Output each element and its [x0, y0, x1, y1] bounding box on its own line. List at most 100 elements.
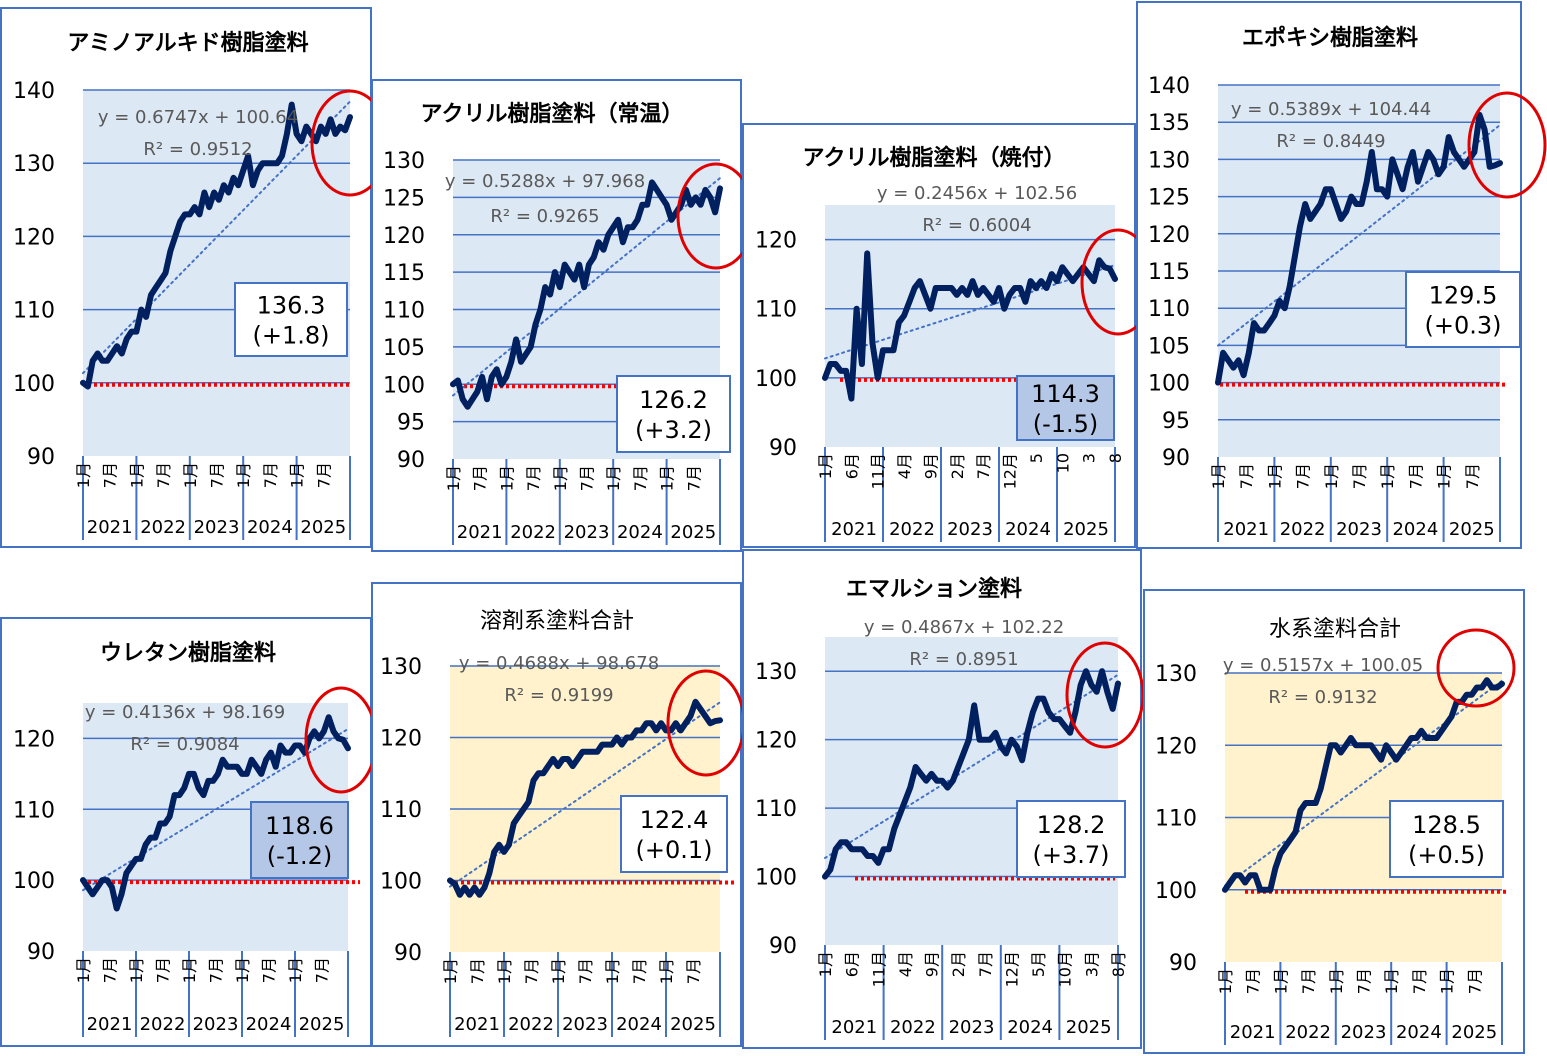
chart-panel-5: 90 100 110 120 2021 2022 2023 2024 2025 1月 7月 1月 7月 1…	[0, 617, 378, 1047]
change-value: (+0.1)	[635, 836, 712, 864]
trend-equation: y = 0.4867x + 102.22	[864, 617, 1064, 638]
year-label: 2023	[562, 1014, 608, 1035]
y-tick-label: 90	[1169, 951, 1197, 976]
year-label: 2021	[831, 519, 877, 540]
year-label: 2023	[949, 1017, 995, 1038]
month-label: 3月	[1082, 951, 1101, 977]
month-label: 7月	[154, 957, 173, 983]
month-label: 11月	[869, 951, 888, 987]
month-label: 7月	[976, 951, 995, 977]
y-tick-label: 90	[394, 941, 422, 966]
month-label: 1月	[180, 957, 199, 983]
y-tick-label: 130	[1155, 662, 1197, 687]
month-label: 7月	[1355, 968, 1374, 994]
series-line	[822, 250, 1118, 402]
y-tick-label: 130	[383, 149, 425, 174]
year-label: 2022	[889, 519, 935, 540]
year-label: 2021	[87, 517, 133, 538]
series-line	[1222, 677, 1505, 893]
r-squared: R² = 0.6004	[922, 215, 1031, 236]
year-label: 2025	[1449, 519, 1495, 540]
trendline	[1217, 124, 1501, 347]
month-label: 1月	[181, 462, 200, 488]
year-label: 2024	[1392, 519, 1438, 540]
value-box	[250, 801, 349, 879]
month-label: 7月	[313, 957, 332, 983]
month-label: 1月	[1378, 463, 1397, 489]
month-label: 12月	[1001, 453, 1020, 489]
chart-title: 水系塗料合計	[1269, 617, 1401, 642]
year-label: 2022	[140, 1014, 186, 1035]
y-tick-label: 125	[1148, 186, 1190, 211]
y-tick-label: 95	[397, 411, 425, 436]
year-label: 2025	[1451, 1022, 1497, 1043]
year-label: 2024	[1007, 1017, 1053, 1038]
y-tick-label: 95	[1162, 409, 1190, 434]
value-box	[616, 375, 731, 453]
month-label: 6月	[843, 951, 862, 977]
year-label: 2023	[564, 522, 610, 543]
month-label: 9月	[923, 951, 942, 977]
year-label: 2022	[890, 1017, 936, 1038]
y-tick-label: 110	[13, 299, 55, 324]
chart-title: ウレタン樹脂塗料	[100, 640, 276, 666]
month-label: 7月	[630, 958, 649, 984]
value-box	[1405, 271, 1521, 348]
y-tick-label: 100	[380, 870, 422, 895]
month-label: 7月	[578, 465, 597, 491]
month-label: 4月	[895, 453, 914, 479]
month-label: 1月	[1327, 968, 1346, 994]
month-label: 4月	[896, 951, 915, 977]
month-label: 7月	[522, 958, 541, 984]
plot-area	[83, 90, 350, 456]
change-value: (+0.5)	[1408, 841, 1485, 869]
year-label: 2023	[947, 519, 993, 540]
year-label: 2021	[831, 1017, 877, 1038]
month-label: 1月	[234, 462, 253, 488]
r-squared: R² = 0.8951	[909, 649, 1018, 670]
trend-equation: y = 0.5288x + 97.968	[445, 171, 645, 192]
y-tick-label: 120	[1155, 734, 1197, 759]
trend-equation: y = 0.2456x + 102.56	[877, 183, 1077, 204]
y-tick-label: 120	[13, 225, 55, 250]
r-squared: R² = 0.9084	[130, 734, 239, 755]
value-box	[620, 795, 728, 873]
value-box	[234, 282, 348, 357]
trendline	[82, 100, 351, 375]
y-tick-label: 90	[397, 448, 425, 473]
month-label: 7月	[1294, 463, 1313, 489]
month-label: 7月	[1410, 968, 1429, 994]
chart-panel-6: 90 100 110 120 130 2021 2022 2023 2024 2025 1月 7月 1月…	[371, 582, 746, 1047]
year-label: 2025	[300, 517, 346, 538]
month-label: 1月	[1216, 968, 1235, 994]
latest-value: 114.3	[1031, 380, 1100, 408]
y-tick-label: 110	[755, 298, 797, 323]
y-tick-label: 140	[1148, 74, 1190, 99]
y-tick-label: 130	[755, 660, 797, 685]
year-label: 2021	[87, 1014, 133, 1035]
month-label: 7月	[207, 957, 226, 983]
trend-equation: y = 0.4688x + 98.678	[459, 653, 659, 674]
month-label: 7月	[684, 465, 703, 491]
y-tick-label: 100	[1155, 879, 1197, 904]
y-tick-label: 90	[1162, 446, 1190, 471]
month-label: 1月	[603, 958, 622, 984]
y-tick-label: 100	[755, 866, 797, 891]
y-tick-label: 115	[383, 261, 425, 286]
month-label: 1月	[497, 465, 516, 491]
month-label: 8月	[1109, 951, 1128, 977]
month-label: 7月	[524, 465, 543, 491]
year-label: 2023	[1336, 519, 1382, 540]
month-label: 1月	[604, 465, 623, 491]
trend-equation: y = 0.5389x + 104.44	[1231, 99, 1431, 120]
trend-equation: y = 0.5157x + 100.05	[1223, 655, 1423, 676]
trendline	[82, 728, 349, 892]
y-tick-label: 90	[769, 934, 797, 959]
y-tick-label: 125	[383, 186, 425, 211]
y-tick-label: 110	[380, 798, 422, 823]
series-line	[80, 714, 351, 912]
series-line	[80, 101, 353, 390]
month-label: 7月	[1244, 968, 1263, 994]
series-line	[1215, 111, 1503, 386]
month-label: 9月	[921, 453, 940, 479]
